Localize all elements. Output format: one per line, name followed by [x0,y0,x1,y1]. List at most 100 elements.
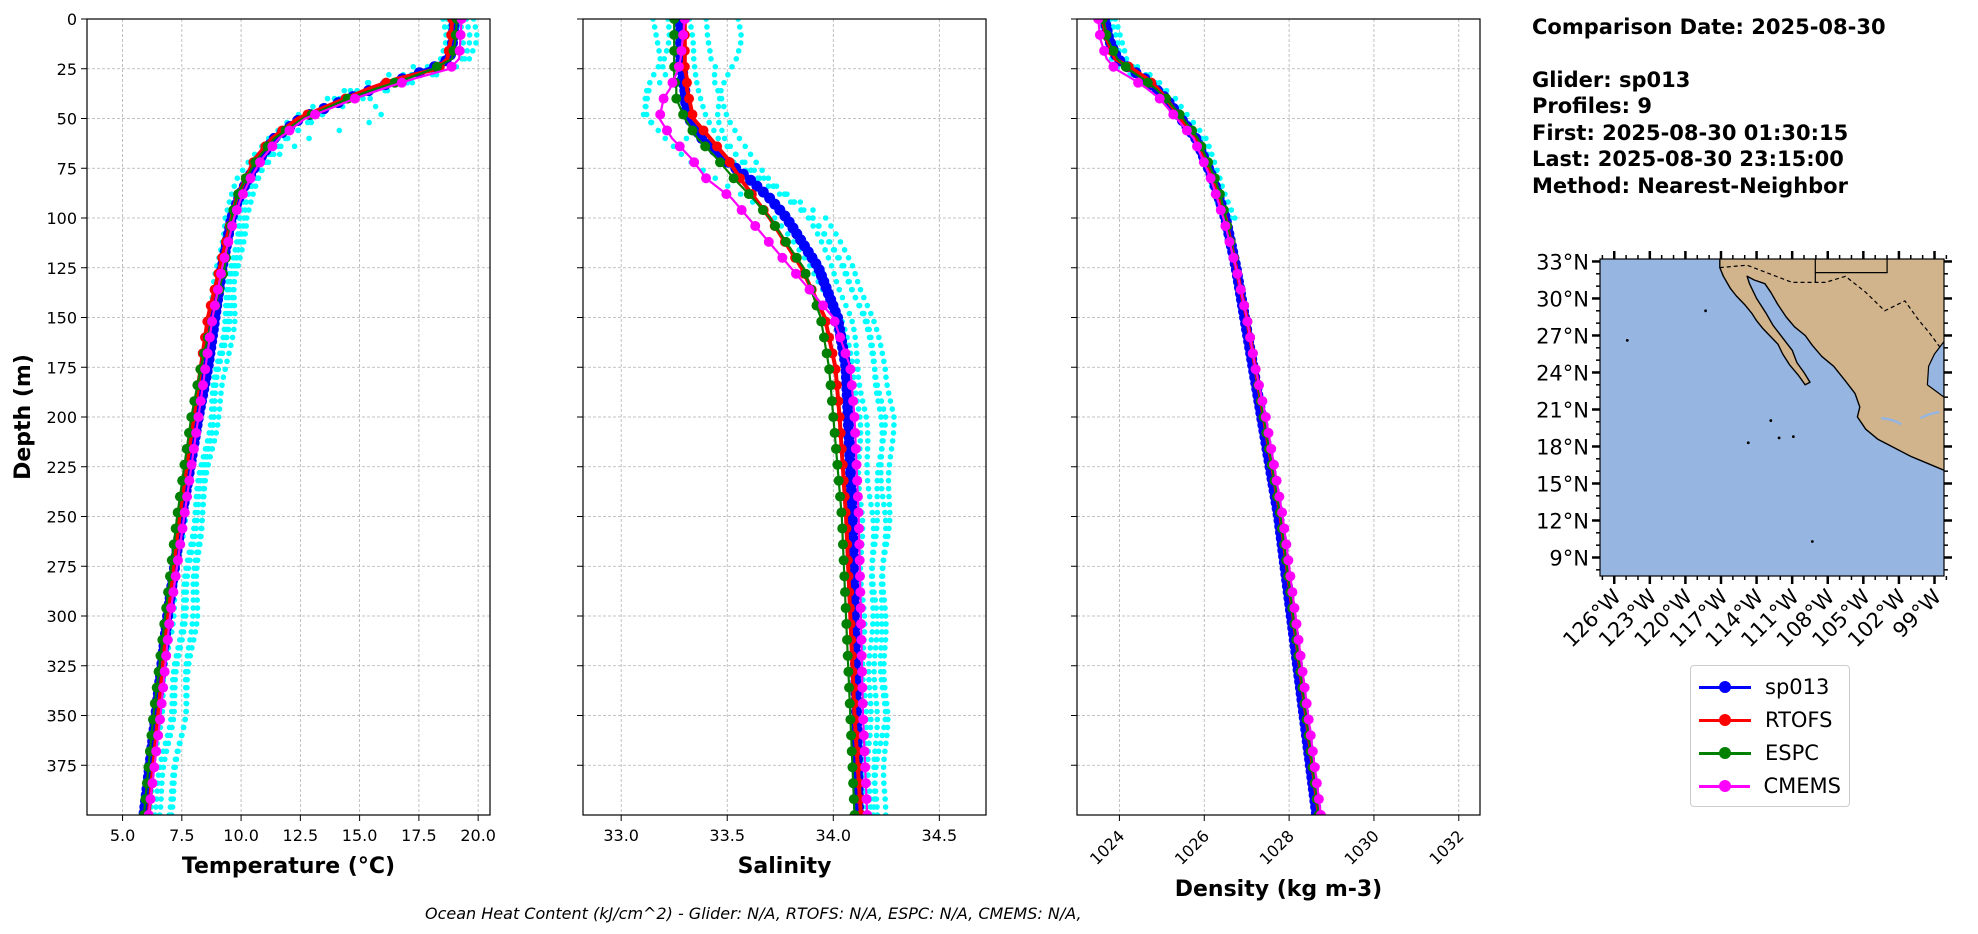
glider-profile-point [235,247,241,253]
glider-profile-point [225,326,232,333]
glider-profile-point [219,350,226,357]
series-point-cmems [151,746,162,757]
series-point-cmems [845,364,856,375]
x-tick-label-temperature: 10.0 [223,826,259,845]
glider-profile-point [864,454,871,460]
glider-profile-point [725,71,731,78]
glider-profile-point [879,493,886,500]
glider-profile-point [198,525,204,532]
glider-profile-point [158,780,165,786]
series-point-cmems [857,666,868,677]
glider-profile-point [863,414,870,420]
series-point-cmems [215,268,226,279]
series-point-cmems [861,794,872,805]
glider-profile-point [878,645,884,651]
glider-profile-point [874,613,880,619]
glider-profile-point [689,32,696,38]
glider-profile-point [867,645,874,651]
glider-profile-point [876,406,883,412]
glider-profile-point [702,111,709,118]
glider-profile-point [184,653,191,659]
glider-profile-point [231,278,238,285]
glider-profile-point [753,159,759,166]
glider-profile-point [882,804,889,810]
glider-profile-point [883,541,890,548]
glider-profile-point [200,501,206,508]
series-point-cmems [184,475,195,486]
series-point-cmems [1228,252,1239,263]
glider-profile-point [694,79,700,86]
glider-profile-point [854,278,861,285]
glider-profile-point [212,390,218,396]
x-tick-label-salinity: 34.5 [922,826,958,845]
glider-profile-point [169,724,175,731]
glider-profile-point [816,223,822,229]
series-point-cmems [1307,746,1318,757]
glider-profile-point [721,103,727,110]
series-point-cmems [736,205,747,216]
glider-profile-point [855,374,862,381]
glider-profile-point [881,724,887,731]
glider-profile-point [175,748,181,755]
glider-profile-point [310,103,316,110]
map-lat-label: 27°N [1536,324,1589,348]
map-lat-label: 24°N [1536,361,1589,385]
last-time: Last: 2025-08-30 23:15:00 [1532,147,1844,171]
glider-profile-point [213,374,220,381]
glider-profile-point [662,71,669,78]
glider-profile-point [182,613,189,619]
series-point-espc [800,268,811,279]
glider-profile-point [656,79,663,86]
glider-profile-point [170,796,177,802]
glider-profile-point [655,127,662,134]
glider-profile-point [153,804,159,810]
glider-profile-point [224,207,231,213]
glider-profile-point [336,127,343,134]
glider-profile-point [878,398,885,404]
legend-item-sp013: sp013 [1699,670,1841,703]
glider-profile-point [875,748,882,755]
glider-profile-point [473,32,480,38]
glider-profile-point [868,581,875,587]
series-point-cmems [1205,173,1216,184]
profile-count: Profiles: 9 [1532,94,1653,118]
legend-swatch-cmems [1699,776,1750,796]
series-point-cmems [1099,45,1110,56]
series-point-cmems [227,220,238,231]
series-point-cmems [856,650,867,661]
series-point-cmems [721,189,732,200]
series-point-cmems [179,507,190,518]
series-point-espc [829,427,840,438]
glider-profile-point [661,56,668,62]
glider-profile-point [666,24,672,30]
glider-profile-point [719,127,725,134]
glider-profile-point [1115,24,1121,30]
glider-profile-point [885,390,892,396]
y-tick-label: 350 [46,707,77,726]
glider-profile-point [882,812,889,815]
glider-profile-point [871,366,878,373]
series-point-espc [678,109,689,120]
ocean-heat-content-note: Ocean Heat Content (kJ/cm^2) - Glider: N… [425,904,1082,923]
glider-profile-point [735,48,742,54]
series-point-cmems [161,650,172,661]
glider-profile-point [864,461,870,468]
map-lake [1919,410,1940,420]
series-point-cmems [1257,396,1268,407]
glider-profile-point [204,454,211,460]
glider-profile-point [873,637,880,643]
glider-profile-point [1184,111,1190,118]
glider-profile-point [243,223,249,229]
glider-profile-point [706,119,712,126]
series-point-espc [828,412,839,422]
glider-profile-point [874,382,881,388]
glider-profile-point [209,430,216,436]
glider-profile-point [879,350,886,357]
glider-profile-point [872,684,878,691]
glider-profile-point [863,724,870,731]
series-point-cmems [1215,205,1226,216]
glider-profile-point [246,207,252,213]
glider-profile-point [240,239,247,245]
glider-profile-point [236,215,243,221]
glider-profile-point [738,32,744,38]
